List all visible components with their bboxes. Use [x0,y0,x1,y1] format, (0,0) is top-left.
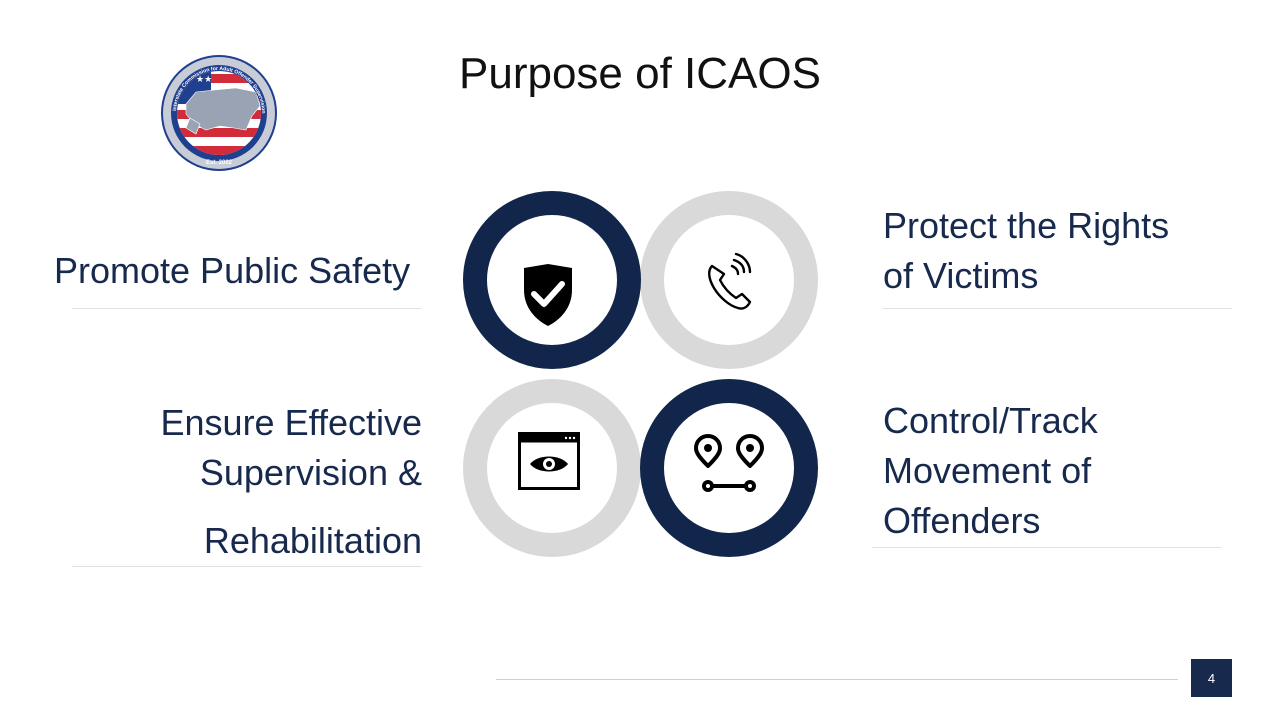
divider-line [872,547,1222,548]
label-line: of Victims [883,255,1039,296]
shield-check-icon [524,264,572,326]
divider-line [882,308,1232,309]
logo-stars: ★★ [196,74,212,84]
eye-window-icon [518,432,580,490]
icaos-seal-logo: ★★ Interstate Commission for Adult Offen… [161,55,277,171]
label-line: Promote Public Safety [54,250,411,291]
ring-top-right [640,191,818,369]
footer-line [496,679,1178,680]
ring-top-left [463,191,641,369]
label-protect-victims: Protect the Rights of Victims [883,201,1243,301]
label-ensure-supervision: Ensure Effective Supervision & Rehabilit… [70,398,422,566]
slide-title: Purpose of ICAOS [459,49,821,98]
label-line: Protect the Rights [883,205,1170,246]
logo-established-text: Est. 2002 [206,160,233,166]
label-line: Offenders [883,500,1041,541]
divider-line [72,308,422,309]
phone-call-icon [708,252,752,310]
label-promote-public-safety: Promote Public Safety [54,246,444,296]
page-number-badge: 4 [1191,659,1232,697]
ring-diagram [463,191,818,557]
route-pins-icon [694,434,764,492]
divider-line [72,566,422,567]
label-line: Ensure Effective [160,402,422,443]
ring-bottom-right [640,379,818,557]
label-line: Control/Track [883,400,1098,441]
label-line: Movement of [883,450,1092,491]
label-line: Supervision & [199,452,422,493]
label-line: Rehabilitation [203,520,422,561]
label-control-track: Control/Track Movement of Offenders [883,396,1243,546]
